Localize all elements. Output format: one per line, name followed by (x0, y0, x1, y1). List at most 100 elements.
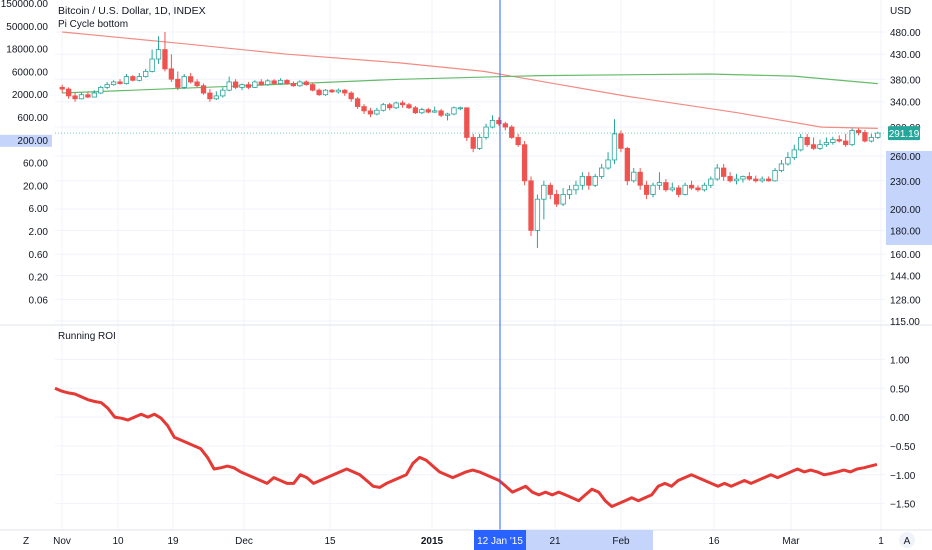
candle (656, 172, 663, 190)
candle-body (335, 89, 341, 93)
candle-body (810, 144, 817, 149)
roi-axis-tick: −1.00 (890, 471, 916, 482)
auto-scale-button[interactable]: A (904, 536, 911, 547)
candle (464, 107, 470, 142)
time-axis-tick: 2015 (421, 536, 444, 547)
candle (220, 87, 226, 98)
candle (297, 80, 303, 87)
candle-body (637, 171, 643, 186)
left-axis-tick: 60.00 (23, 159, 48, 170)
candle (265, 79, 271, 86)
right-price-axis[interactable]: 480.00430.00380.00340.00300.00260.00230.… (55, 28, 932, 328)
candle (399, 100, 406, 108)
candle (772, 168, 778, 182)
candle-body (220, 89, 226, 97)
auto-scale-button-bg[interactable] (899, 532, 915, 548)
candle-body (162, 49, 168, 70)
time-axis[interactable]: Nov 10 19 Dec 15 2015 21 Feb 16 Mar 1 12 Jan '15 Z A (0, 529, 932, 550)
candle-body (541, 184, 547, 200)
time-axis-tick: 19 (167, 536, 179, 547)
candle (98, 85, 104, 95)
candle-body (753, 178, 759, 182)
candle-body (265, 80, 271, 86)
candle (554, 189, 560, 208)
candle-body (104, 84, 110, 88)
right-axis-tick: 180.00 (890, 226, 921, 237)
right-axis-tick: 128.00 (890, 295, 921, 306)
right-axis-tick: 230.00 (890, 177, 921, 188)
candle-body (483, 126, 489, 138)
candle (104, 81, 110, 90)
candle-body (676, 187, 682, 195)
candle (791, 144, 797, 160)
candle-body (290, 83, 297, 87)
candle (740, 175, 746, 183)
candle (810, 137, 817, 150)
right-axis-tick: 340.00 (890, 98, 921, 109)
candle-body (78, 94, 85, 100)
candle-body (515, 137, 521, 146)
candle (643, 180, 650, 200)
candle (425, 107, 431, 114)
candle (624, 146, 630, 186)
candle (746, 172, 752, 181)
candle (682, 182, 688, 196)
candle (611, 119, 618, 164)
candle (534, 194, 541, 248)
roi-axis-tick: −0.50 (890, 442, 916, 453)
candle (175, 71, 181, 91)
left-price-axis[interactable]: 150000.00 50000.00 18000.00 6000.00 2000.00 6… (0, 0, 52, 306)
candle (59, 84, 65, 94)
right-axis-unit: USD (890, 6, 911, 17)
candle (457, 106, 464, 111)
candle-body (380, 104, 386, 111)
candle-body (663, 182, 669, 191)
time-axis-tick: 16 (708, 536, 720, 547)
candle-body (175, 78, 181, 88)
candle (541, 180, 547, 220)
candle-body (91, 92, 97, 98)
candle-body (534, 198, 541, 231)
candlestick-series (59, 32, 881, 248)
candle-body (772, 170, 778, 182)
candle (252, 80, 258, 88)
time-zone-button[interactable]: Z (23, 536, 29, 547)
candle-body (232, 81, 239, 88)
candle (310, 83, 316, 92)
candle-body (746, 176, 752, 180)
roi-axis[interactable]: 1.00 0.50 0.00 −0.50 −1.00 −1.50 (890, 355, 916, 510)
candle-body (656, 182, 663, 186)
left-axis-tick: 0.60 (29, 250, 49, 261)
right-axis-tick: 480.00 (890, 28, 921, 39)
candle (669, 182, 675, 192)
candle (342, 89, 348, 96)
candle (72, 93, 78, 102)
candle-body (387, 104, 393, 109)
candle (168, 54, 175, 82)
candle-body (733, 178, 740, 182)
candle (714, 163, 720, 181)
candle-body (476, 137, 483, 149)
last-price-badge[interactable] (888, 126, 920, 141)
candle (387, 102, 393, 111)
candle-body (181, 76, 187, 88)
candle (637, 168, 643, 190)
candle (271, 79, 277, 85)
candle (843, 133, 849, 147)
candle (470, 133, 476, 153)
candle-body (836, 139, 842, 142)
candle-body (708, 178, 714, 186)
candle-body (367, 110, 374, 115)
candle (489, 115, 496, 129)
candle-body (579, 176, 586, 186)
candle-body (451, 107, 457, 115)
right-axis-tick: 260.00 (890, 152, 921, 163)
candle (528, 176, 534, 237)
left-axis-tick: 2.00 (29, 227, 49, 238)
candle (862, 129, 868, 143)
candle (650, 182, 656, 198)
candle (599, 163, 605, 180)
candle (521, 141, 528, 186)
candle-body (432, 110, 438, 113)
candle (676, 185, 682, 198)
